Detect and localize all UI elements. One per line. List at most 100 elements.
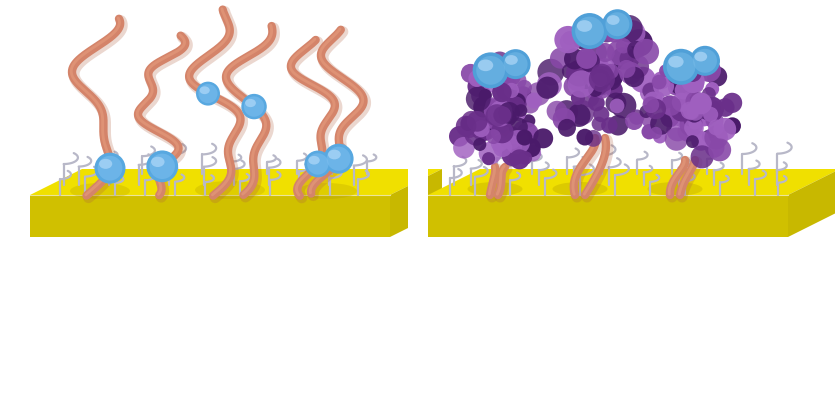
Ellipse shape <box>476 120 496 140</box>
Polygon shape <box>30 169 442 195</box>
Ellipse shape <box>559 32 578 51</box>
Ellipse shape <box>691 131 711 151</box>
Ellipse shape <box>677 98 700 120</box>
Ellipse shape <box>496 83 514 100</box>
Ellipse shape <box>576 129 593 146</box>
Ellipse shape <box>640 84 658 102</box>
Ellipse shape <box>683 103 700 120</box>
Ellipse shape <box>573 60 599 86</box>
Ellipse shape <box>701 100 723 122</box>
Ellipse shape <box>684 64 701 82</box>
Ellipse shape <box>681 60 703 82</box>
Ellipse shape <box>722 93 742 113</box>
Ellipse shape <box>489 104 508 123</box>
Ellipse shape <box>583 41 607 65</box>
Ellipse shape <box>461 64 480 83</box>
Ellipse shape <box>708 101 724 117</box>
Ellipse shape <box>683 100 697 114</box>
Ellipse shape <box>504 83 519 98</box>
Ellipse shape <box>663 49 699 85</box>
Ellipse shape <box>593 76 612 95</box>
Ellipse shape <box>666 61 689 83</box>
Ellipse shape <box>645 99 666 119</box>
Ellipse shape <box>562 63 578 79</box>
Ellipse shape <box>588 94 605 111</box>
Ellipse shape <box>697 103 709 115</box>
Ellipse shape <box>297 183 357 199</box>
Ellipse shape <box>241 94 266 119</box>
Ellipse shape <box>196 82 220 106</box>
Ellipse shape <box>600 17 620 38</box>
Ellipse shape <box>604 64 619 79</box>
Ellipse shape <box>593 106 610 122</box>
Ellipse shape <box>456 116 477 136</box>
Ellipse shape <box>467 111 488 132</box>
Ellipse shape <box>665 128 688 151</box>
Ellipse shape <box>642 96 659 113</box>
Ellipse shape <box>553 182 608 196</box>
Ellipse shape <box>591 58 610 77</box>
Ellipse shape <box>590 71 609 89</box>
Ellipse shape <box>651 91 665 104</box>
Ellipse shape <box>493 138 512 157</box>
Ellipse shape <box>504 140 529 164</box>
Ellipse shape <box>453 137 475 158</box>
Ellipse shape <box>592 79 608 95</box>
Ellipse shape <box>564 76 584 97</box>
Ellipse shape <box>571 91 585 105</box>
Ellipse shape <box>683 103 705 125</box>
Ellipse shape <box>589 66 615 92</box>
Ellipse shape <box>701 97 724 119</box>
Ellipse shape <box>668 69 683 84</box>
Ellipse shape <box>696 102 716 121</box>
Ellipse shape <box>244 96 264 117</box>
Ellipse shape <box>308 156 320 164</box>
Ellipse shape <box>672 78 691 98</box>
Ellipse shape <box>589 69 610 90</box>
Ellipse shape <box>643 92 663 112</box>
Polygon shape <box>30 195 390 237</box>
Ellipse shape <box>473 52 509 88</box>
Ellipse shape <box>625 54 649 78</box>
Ellipse shape <box>553 108 575 130</box>
Ellipse shape <box>494 113 510 129</box>
Ellipse shape <box>680 113 703 137</box>
Ellipse shape <box>598 66 622 90</box>
Ellipse shape <box>589 58 609 78</box>
Ellipse shape <box>592 76 608 92</box>
Ellipse shape <box>701 96 721 117</box>
Ellipse shape <box>486 104 508 127</box>
Ellipse shape <box>684 118 704 138</box>
Ellipse shape <box>660 96 681 116</box>
Ellipse shape <box>547 101 567 122</box>
Ellipse shape <box>493 106 511 124</box>
Ellipse shape <box>195 181 265 199</box>
Ellipse shape <box>690 46 720 76</box>
Ellipse shape <box>702 87 716 101</box>
Ellipse shape <box>538 59 564 86</box>
Ellipse shape <box>466 86 491 111</box>
Ellipse shape <box>468 76 488 97</box>
Ellipse shape <box>564 48 585 70</box>
Polygon shape <box>788 169 835 237</box>
Ellipse shape <box>517 80 532 95</box>
Ellipse shape <box>519 151 532 165</box>
Ellipse shape <box>605 92 626 114</box>
Ellipse shape <box>591 71 607 87</box>
Polygon shape <box>428 169 835 195</box>
Ellipse shape <box>624 67 645 87</box>
Ellipse shape <box>678 121 697 140</box>
Ellipse shape <box>683 114 696 126</box>
Ellipse shape <box>705 82 719 96</box>
Ellipse shape <box>611 47 634 70</box>
Ellipse shape <box>688 98 703 114</box>
Ellipse shape <box>478 60 493 71</box>
Ellipse shape <box>596 22 617 42</box>
Ellipse shape <box>527 82 550 106</box>
Ellipse shape <box>653 76 674 97</box>
Ellipse shape <box>485 98 499 112</box>
Ellipse shape <box>625 112 643 130</box>
Ellipse shape <box>659 64 672 77</box>
Ellipse shape <box>516 122 539 145</box>
Ellipse shape <box>620 62 642 84</box>
